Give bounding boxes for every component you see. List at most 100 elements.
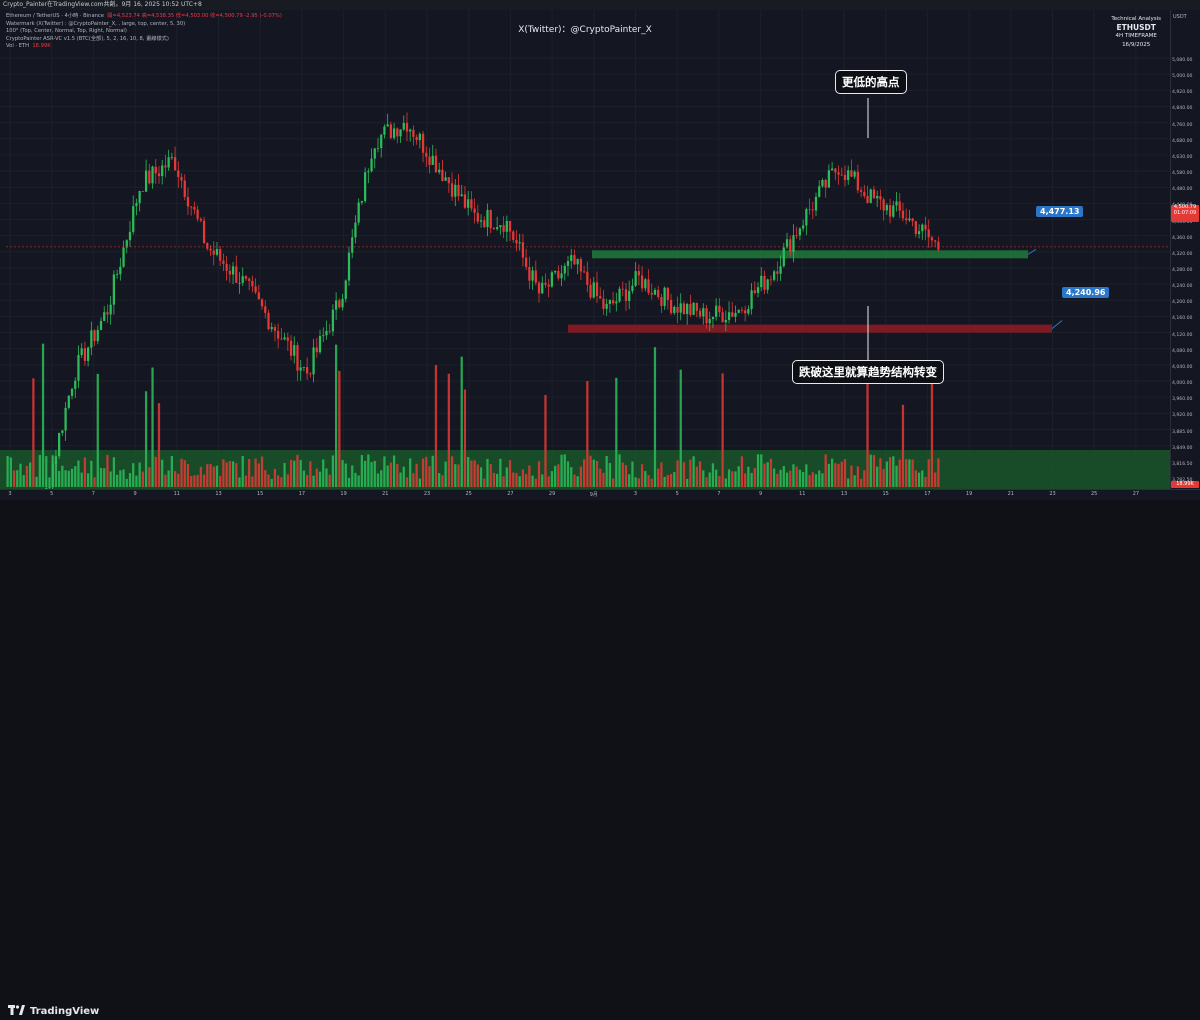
tradingview-logo[interactable]: TradingView bbox=[8, 1005, 99, 1017]
volume-label: Vol · ETH bbox=[6, 43, 30, 50]
volume-bar bbox=[193, 475, 196, 487]
time-axis-tick: 23 bbox=[1049, 491, 1056, 497]
candle-body bbox=[235, 266, 238, 283]
candle-body bbox=[99, 320, 103, 330]
volume-bar bbox=[421, 458, 425, 487]
price-axis-tick: 4,160.00 bbox=[1172, 316, 1193, 322]
volume-bar bbox=[470, 460, 473, 487]
time-axis[interactable] bbox=[0, 489, 1200, 500]
candle-body bbox=[840, 174, 843, 176]
candle-body bbox=[882, 199, 885, 211]
volume-bar bbox=[386, 465, 389, 487]
volume-bar bbox=[715, 469, 718, 487]
candle-body bbox=[554, 271, 557, 273]
candle-body bbox=[367, 171, 370, 173]
volume-bar bbox=[592, 459, 595, 487]
volume-bar bbox=[911, 459, 914, 487]
candle-body bbox=[534, 270, 537, 283]
volume-badge: 18.99K bbox=[1171, 481, 1199, 488]
volume-bar bbox=[550, 471, 554, 487]
volume-bar bbox=[795, 466, 798, 487]
candle-body bbox=[447, 177, 450, 184]
volume-bar bbox=[347, 477, 351, 487]
volume-bar bbox=[573, 474, 576, 487]
resistance-zone bbox=[592, 250, 1028, 259]
volume-bar bbox=[231, 461, 235, 487]
candle-body bbox=[705, 308, 708, 324]
volume-bar bbox=[647, 475, 650, 487]
candle-body bbox=[515, 239, 518, 244]
candle-body bbox=[260, 299, 264, 307]
volume-bar bbox=[22, 475, 25, 487]
volume-bar bbox=[805, 464, 808, 487]
volume-bar bbox=[357, 475, 360, 487]
volume-bar bbox=[515, 473, 518, 487]
price-axis[interactable] bbox=[1170, 10, 1200, 489]
candle-body bbox=[80, 348, 83, 356]
volume-bar bbox=[450, 456, 454, 487]
candle-body bbox=[669, 299, 673, 313]
volume-bar bbox=[640, 464, 644, 487]
candle-body bbox=[164, 165, 167, 168]
volume-bar bbox=[624, 465, 628, 487]
volume-bar bbox=[54, 461, 58, 487]
chart-canvas[interactable] bbox=[0, 10, 1170, 579]
candle-body bbox=[760, 275, 763, 288]
price-axis-tick: 4,080.00 bbox=[1172, 348, 1193, 354]
candle-body bbox=[470, 199, 473, 209]
candle-body bbox=[560, 273, 563, 279]
candle-body bbox=[70, 388, 74, 396]
volume-bar bbox=[209, 463, 212, 487]
price-axis-tick: 4,040.00 bbox=[1172, 364, 1193, 370]
candle-body bbox=[914, 221, 917, 235]
volume-bar bbox=[731, 471, 734, 487]
volume-bar bbox=[41, 343, 45, 487]
candle-body bbox=[228, 270, 231, 275]
candle-body bbox=[737, 309, 740, 313]
candle-body bbox=[180, 176, 183, 181]
candle-body bbox=[869, 189, 872, 203]
candle-body bbox=[302, 367, 306, 368]
price-axis-tick: 4,580.00 bbox=[1172, 171, 1193, 177]
candle-body bbox=[206, 243, 209, 249]
time-axis-tick: 13 bbox=[215, 491, 222, 497]
time-axis-tick: 19 bbox=[340, 491, 347, 497]
ohlc-values: 開=4,523.74 高=4,538.35 低=4,503.00 收=4,500… bbox=[107, 13, 282, 19]
candle-body bbox=[231, 266, 235, 275]
callout-lower-high: 更低的高点 bbox=[835, 70, 907, 94]
price-axis-tick: 4,360.00 bbox=[1172, 235, 1193, 241]
candle-body bbox=[805, 209, 808, 226]
volume-bar bbox=[737, 466, 740, 487]
volume-bar bbox=[112, 457, 116, 487]
volume-bar bbox=[760, 454, 763, 487]
candle-body bbox=[376, 147, 380, 149]
candle-body bbox=[103, 312, 106, 321]
volume-bar bbox=[354, 472, 357, 487]
volume-bar bbox=[657, 468, 660, 487]
volume-bar bbox=[847, 478, 850, 487]
volume-bar bbox=[238, 477, 241, 487]
volume-bar bbox=[434, 365, 438, 487]
volume-bar bbox=[25, 465, 29, 487]
candle-body bbox=[360, 201, 364, 203]
volume-bar bbox=[122, 469, 125, 487]
volume-bar bbox=[367, 454, 370, 487]
volume-bar bbox=[901, 404, 905, 487]
time-axis-tick: 3 bbox=[8, 491, 12, 497]
volume-bar bbox=[708, 472, 711, 487]
candle-body bbox=[611, 300, 615, 304]
time-axis-tick: 13 bbox=[840, 491, 848, 497]
candle-body bbox=[222, 260, 225, 264]
candle-body bbox=[856, 171, 859, 191]
candle-body bbox=[682, 303, 686, 315]
candle-body bbox=[438, 169, 441, 173]
volume-bar bbox=[254, 458, 257, 487]
volume-bar bbox=[489, 464, 492, 487]
volume-bar bbox=[863, 470, 866, 487]
candle-body bbox=[599, 296, 602, 299]
candle-body bbox=[499, 225, 502, 228]
price-chart[interactable] bbox=[0, 10, 1170, 579]
volume-bar bbox=[67, 470, 70, 487]
volume-bar bbox=[576, 476, 579, 487]
volume-bar bbox=[566, 461, 570, 487]
